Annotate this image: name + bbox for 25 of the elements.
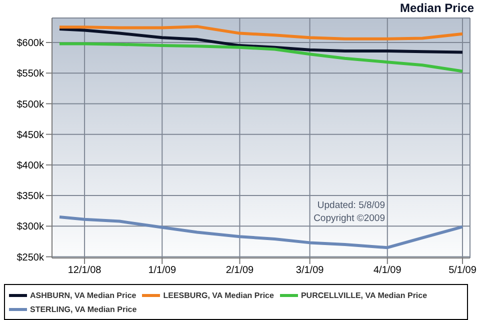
x-tick-label: 1/1/09: [148, 265, 176, 276]
legend-label: LEESBURG, VA Median Price: [163, 290, 274, 300]
y-tick-label: $600k: [16, 38, 45, 50]
y-tick-label: $250k: [16, 252, 45, 264]
legend-label: ASHBURN, VA Median Price: [30, 290, 136, 300]
line-series: [58, 25, 464, 40]
x-tick-label: 4/1/09: [373, 265, 402, 276]
x-tick-label: 2/1/09: [226, 265, 254, 276]
line-series: [58, 42, 464, 73]
annotation: Copyright ©2009: [314, 213, 385, 224]
y-tick-label: $550k: [16, 68, 45, 80]
x-tick-label: 3/1/09: [296, 265, 324, 276]
legend-label: PURCELLVILLE, VA Median Price: [300, 290, 428, 300]
y-tick-label: $300k: [16, 222, 45, 233]
y-tick-label: $500k: [16, 99, 45, 110]
annotation: Updated: 5/8/09: [317, 200, 385, 211]
line-series: [58, 28, 464, 54]
x-tick-label: 12/1/08: [68, 265, 102, 276]
chart-title: Median Price: [400, 1, 474, 15]
y-tick-label: $450k: [16, 130, 45, 141]
y-tick-label: $350k: [16, 191, 45, 202]
legend-label: STERLING, VA Median Price: [30, 304, 137, 314]
line-series: [58, 215, 464, 250]
x-tick-label: 5/1/09: [448, 265, 477, 276]
y-tick-label: $400k: [16, 160, 45, 172]
